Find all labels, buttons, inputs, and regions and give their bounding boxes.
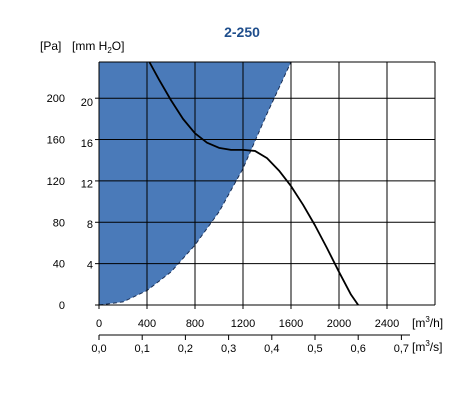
region-boundary [98,61,292,306]
x-tick-label-m3h: 1600 [279,318,303,330]
y-axis-unit-pa: [Pa] [40,39,61,53]
x2-tick-label-m3s: 0,5 [307,343,322,355]
y-tick-label-mm: 8 [87,219,93,231]
y-tick-label-pa: 80 [53,217,65,229]
y-tick-label-pa: 40 [53,259,65,271]
y-axis-unit-mmh2o: [mm H2O] [72,39,124,55]
y-tick-label-mm: 16 [81,138,93,150]
x2-tick-label-m3s: 0,7 [394,343,409,355]
y-tick-label-mm: 20 [81,97,93,109]
y-tick-label-pa: 0 [59,300,65,312]
y-tick-label-pa: 120 [47,176,65,188]
x-tick-label-m3h: 400 [138,318,156,330]
x2-tick-label-m3s: 0,6 [351,343,366,355]
x2-tick-label-m3s: 0,4 [264,343,279,355]
chart-title: 2-250 [224,24,260,40]
x-tick-label-m3h: 2400 [375,318,399,330]
x2-tick-label-m3s: 0,3 [221,343,236,355]
y-tick-label-pa: 160 [47,135,65,147]
x2-tick-label-m3s: 0,1 [135,343,150,355]
y-tick-label-mm: 12 [81,178,93,190]
x-axis-unit-m3h: [m3/h] [412,315,443,330]
x2-tick-label-m3s: 0,0 [91,343,106,355]
x-tick-label-m3h: 800 [186,318,204,330]
y-tick-label-mm: 4 [87,259,93,271]
x-axis-unit-m3s: [m3/s] [412,339,442,354]
x2-tick-label-m3s: 0,2 [178,343,193,355]
x-tick-label-m3h: 1200 [231,318,255,330]
fan-curve-line [148,61,359,306]
y-tick-label-pa: 200 [47,93,65,105]
x-tick-label-m3h: 0 [96,318,102,330]
x-tick-label-m3h: 2000 [327,318,351,330]
